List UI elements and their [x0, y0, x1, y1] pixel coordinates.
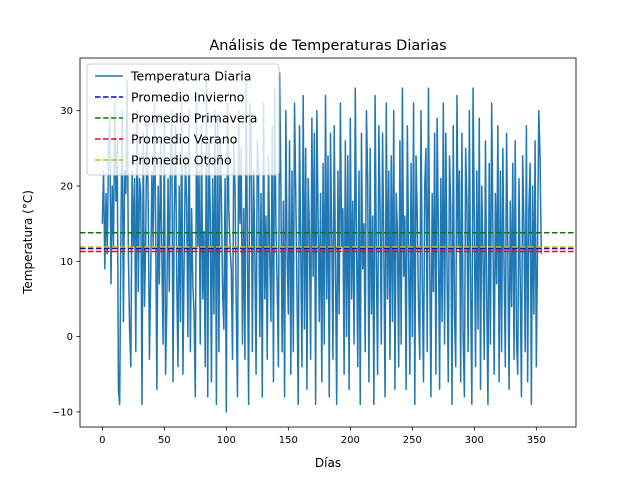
legend-label: Promedio Otoño — [131, 153, 232, 168]
y-tick-label: 0 — [67, 332, 73, 343]
axes: 0 50 100 150 200 250 300 350 −10 0 10 20 30 — [52, 57, 577, 446]
x-axis-label: Días — [315, 456, 341, 470]
legend-label: Promedio Verano — [131, 132, 237, 147]
plot-frame — [79, 57, 577, 428]
y-axis-label: Temperatura (°C) — [21, 190, 35, 295]
x-tick-label: 50 — [158, 435, 171, 446]
legend-label: Temperatura Diaria — [130, 69, 251, 84]
legend-label: Promedio Primavera — [131, 111, 257, 126]
y-tick-label: 20 — [60, 182, 73, 193]
x-tick-label: 300 — [465, 435, 484, 446]
x-tick-label: 0 — [99, 435, 105, 446]
x-tick-label: 150 — [279, 435, 298, 446]
y-tick-label: 30 — [60, 106, 73, 117]
legend: Temperatura Diaria Promedio Invierno Prome… — [86, 63, 280, 176]
y-tick-label: 10 — [60, 257, 73, 268]
legend-label: Promedio Invierno — [131, 90, 244, 105]
x-tick-label: 250 — [403, 435, 422, 446]
legend-box — [86, 63, 280, 176]
y-tick-label: −10 — [52, 407, 73, 418]
chart-title: Análisis de Temperaturas Diarias — [209, 38, 446, 54]
x-tick-label: 100 — [217, 435, 236, 446]
x-tick-label: 350 — [527, 435, 546, 446]
x-tick-label: 200 — [341, 435, 360, 446]
